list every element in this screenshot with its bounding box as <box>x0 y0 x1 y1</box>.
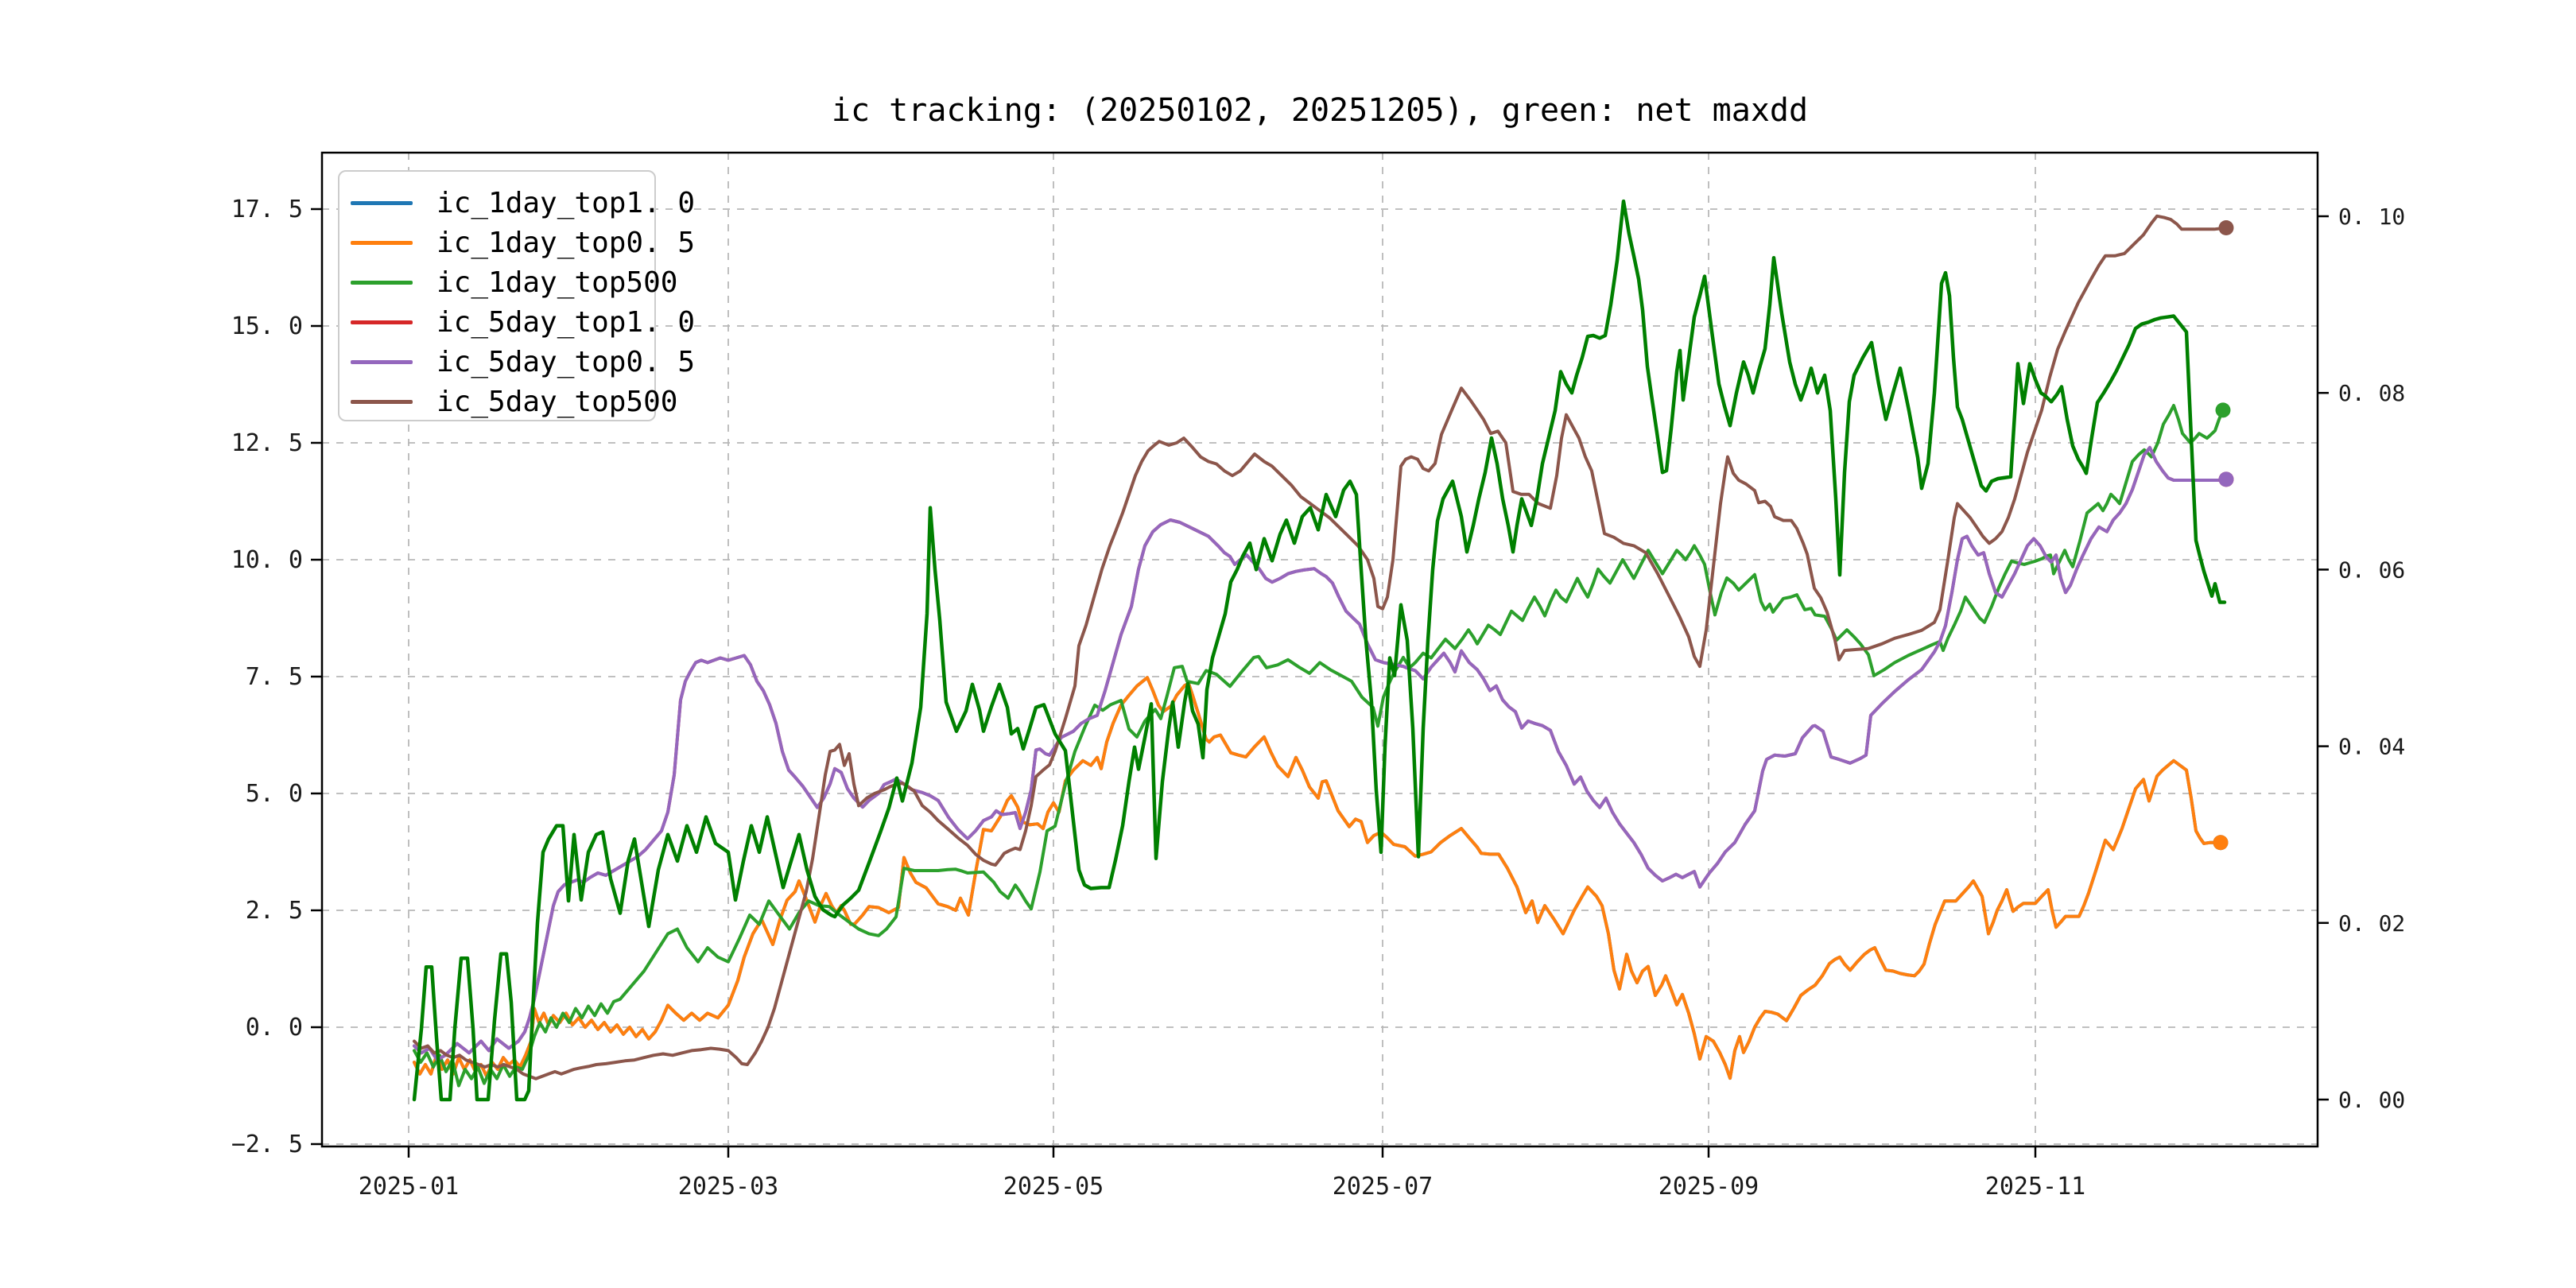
legend-item-ic-1day-top1-0: ic_1day_top1. 0 <box>339 183 695 223</box>
legend-item-ic-5day-top0-5: ic_5day_top0. 5 <box>339 342 695 382</box>
right-tick-label: 0. 08 <box>2338 380 2405 406</box>
legend-label: ic_1day_top1. 0 <box>436 186 696 219</box>
line-ic_5day_top0.5 <box>413 445 2228 1062</box>
right-tick-label: 0. 10 <box>2338 204 2405 230</box>
line-ic_5day_top500 <box>413 214 2228 1080</box>
left-tick-label: 0. 0 <box>246 1014 303 1042</box>
legend-line-swatch <box>351 359 413 364</box>
end-dot-ic_1day_top500 <box>2215 402 2231 418</box>
right-tick-label: 0. 00 <box>2338 1087 2405 1113</box>
series-lines <box>412 199 2228 1102</box>
line-ic_5day_top1.0 <box>413 445 2228 1062</box>
x-tick-label: 2025-05 <box>1003 1173 1104 1201</box>
legend-label: ic_5day_top500 <box>436 385 678 418</box>
right-tick-label: 0. 02 <box>2338 910 2405 937</box>
legend-item-ic-5day-top1-0: ic_5day_top1. 0 <box>339 302 695 342</box>
end-dot-ic_5day_top500 <box>2218 220 2234 236</box>
legend-label: ic_1day_top0. 5 <box>436 226 696 259</box>
legend-item-ic-1day-top0-5: ic_1day_top0. 5 <box>339 223 695 262</box>
legend-label: ic_5day_top1. 0 <box>436 305 696 339</box>
line-ic_1day_top500 <box>413 404 2225 1088</box>
plot-border <box>320 151 2319 1148</box>
legend-line-swatch <box>351 200 413 205</box>
legend-line-swatch <box>351 240 413 245</box>
legend-line-swatch <box>351 280 413 285</box>
legend-label: ic_1day_top500 <box>436 266 678 299</box>
legend-item-ic-5day-top500: ic_5day_top500 <box>339 382 677 421</box>
left-tick-label: 7. 5 <box>246 663 303 691</box>
left-tick-label: 10. 0 <box>231 546 303 574</box>
legend-label: ic_5day_top0. 5 <box>436 345 696 378</box>
x-tick-label: 2025-09 <box>1658 1173 1759 1201</box>
legend-box: ic_1day_top1. 0 ic_1day_top0. 5 ic_1day_to… <box>338 170 695 421</box>
end-dot-ic_1day_top0.5 <box>2213 835 2229 851</box>
chart-title: ic tracking: (20250102, 20251205), green… <box>832 92 1808 129</box>
left-tick-label: 5. 0 <box>246 780 303 808</box>
left-tick-label: 12. 5 <box>231 429 303 457</box>
x-tick-label: 2025-03 <box>678 1173 778 1201</box>
legend-item-ic-1day-top500: ic_1day_top500 <box>339 262 677 302</box>
x-tick-label: 2025-01 <box>359 1173 459 1201</box>
right-tick-label: 0. 04 <box>2338 734 2405 760</box>
line-ic_1day_top0.5 <box>413 676 2222 1080</box>
series-end-dots <box>2213 220 2234 851</box>
x-tick-label: 2025-11 <box>1985 1173 2085 1201</box>
left-tick-label: 15. 0 <box>231 312 303 340</box>
line-net_maxdd <box>412 199 2227 1102</box>
legend-line-swatch <box>351 399 413 404</box>
axes-spines <box>320 151 2319 1148</box>
left-tick-label: −2. 5 <box>231 1131 303 1158</box>
legend-line-swatch <box>351 320 413 324</box>
axis-ticks <box>311 208 2329 1158</box>
axis-tick-labels: 17. 5 15. 0 12. 5 10. 0 7. 5 5. 0 2. 5 0. 0 −2. … <box>231 196 2406 1201</box>
left-tick-label: 2. 5 <box>246 897 303 925</box>
right-tick-label: 0. 06 <box>2338 557 2405 583</box>
left-tick-label: 17. 5 <box>231 196 303 223</box>
end-dot-ic_5day_top0.5 <box>2218 471 2234 487</box>
x-tick-label: 2025-07 <box>1333 1173 1433 1201</box>
